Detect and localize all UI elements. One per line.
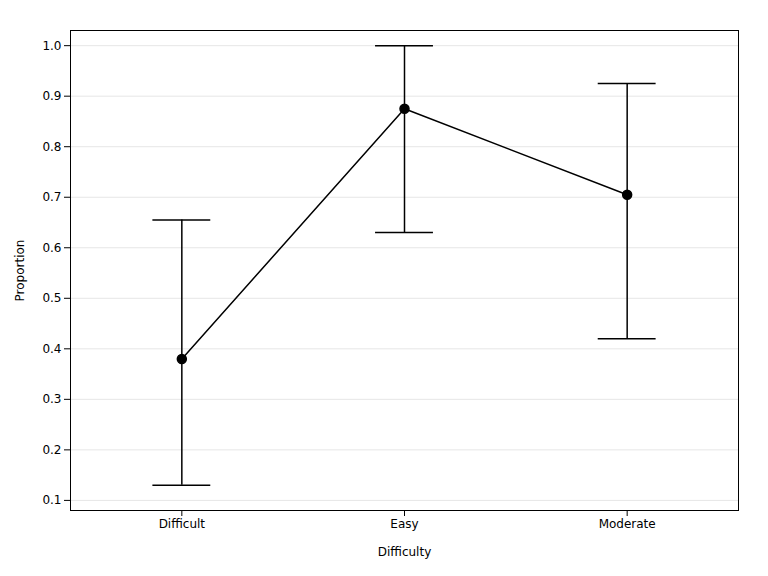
- svg-text:0.9: 0.9: [42, 89, 61, 103]
- svg-text:0.1: 0.1: [42, 493, 61, 507]
- svg-text:0.5: 0.5: [42, 291, 61, 305]
- svg-text:0.3: 0.3: [42, 392, 61, 406]
- svg-text:0.7: 0.7: [42, 190, 61, 204]
- svg-text:0.8: 0.8: [42, 140, 61, 154]
- svg-text:0.2: 0.2: [42, 443, 61, 457]
- svg-text:1.0: 1.0: [42, 38, 61, 52]
- svg-text:Difficult: Difficult: [159, 517, 206, 531]
- svg-text:Difficulty: Difficulty: [378, 545, 432, 559]
- svg-text:Moderate: Moderate: [599, 517, 656, 531]
- svg-text:0.4: 0.4: [42, 342, 61, 356]
- svg-text:0.6: 0.6: [42, 241, 61, 255]
- svg-text:Proportion: Proportion: [13, 240, 27, 302]
- svg-text:Easy: Easy: [390, 517, 418, 531]
